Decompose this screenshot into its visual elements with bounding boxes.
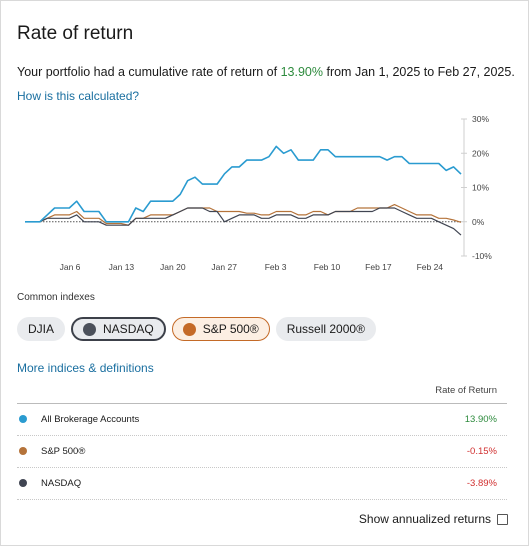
sp500-marker-icon [19,447,27,455]
y-tick-label: -10% [472,251,492,261]
row-name: NASDAQ [41,478,82,489]
x-tick-label: Feb 17 [365,262,392,272]
y-tick-label: 20% [472,148,489,158]
x-tick-label: Jan 20 [160,262,186,272]
y-tick-label: 10% [472,183,489,193]
sp500-pill[interactable]: S&P 500® [171,317,270,341]
djia-pill-label: DJIA [28,322,55,336]
table-row: All Brokerage Accounts 13.90% [17,404,507,436]
nasdaq-pill-label: NASDAQ [103,322,154,336]
table-row: S&P 500® -0.15% [17,436,507,468]
series-line-nasdaq [25,207,462,236]
y-tick-label: 0% [472,217,485,227]
summary-rate: 13.90% [280,65,323,79]
row-value: 13.90% [464,414,497,425]
x-tick-label: Jan 6 [60,262,81,272]
returns-table: Rate of Return All Brokerage Accounts 13… [17,383,507,500]
annualized-toggle[interactable]: Show annualized returns [359,512,508,526]
rate-header: Rate of Return [435,385,497,396]
portfolio-marker-icon [19,415,27,423]
summary-prefix: Your portfolio had a cumulative rate of … [17,65,281,79]
chart-svg: 30% 20% 10% 0% -10% Jan 6 Jan 13 Jan 20 Jan 27 Fe… [25,114,492,272]
x-tick-label: Jan 27 [211,262,237,272]
table-row: NASDAQ -3.89% [17,468,507,500]
return-summary: Your portfolio had a cumulative rate of … [17,65,515,79]
row-name: S&P 500® [41,446,86,457]
russell-pill[interactable]: Russell 2000® [275,317,376,341]
annualized-checkbox[interactable] [497,513,508,525]
x-tick-label: Jan 13 [109,262,135,272]
return-chart: 30% 20% 10% 0% -10% Jan 6 Jan 13 Jan 20 Jan 27 Fe… [1,111,529,281]
russell-pill-label: Russell 2000® [286,322,365,336]
series-line-portfolio [25,145,462,223]
how-calculated-link[interactable]: How is this calculated? [17,89,140,103]
sp500-dot-icon [182,322,196,336]
index-pills: DJIA NASDAQ S&P 500® Russell 2000® [17,317,376,341]
x-tick-label: Feb 10 [314,262,341,272]
nasdaq-pill[interactable]: NASDAQ [71,317,166,341]
annualized-label: Show annualized returns [358,512,491,526]
row-value: -0.15% [466,446,497,457]
more-indices-link[interactable]: More indices & definitions [17,361,154,375]
nasdaq-dot-icon [83,322,97,336]
x-tick-label: Feb 3 [265,262,287,272]
row-value: -3.89% [466,478,497,489]
nasdaq-marker-icon [19,479,27,487]
y-tick-label: 30% [472,114,489,124]
common-indexes-label: Common indexes [17,292,95,303]
row-name: All Brokerage Accounts [41,414,140,425]
x-tick-label: Feb 24 [417,262,444,272]
table-header: Rate of Return [17,383,507,404]
summary-suffix: from Jan 1, 2025 to Feb 27, 2025. [323,65,515,79]
card-title: Rate of return [17,23,134,44]
sp500-pill-label: S&P 500® [202,322,259,336]
djia-pill[interactable]: DJIA [17,317,66,341]
